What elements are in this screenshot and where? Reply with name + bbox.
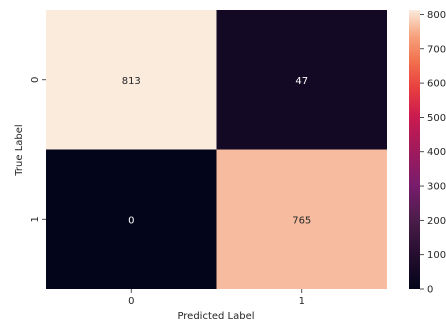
- y-axis-label: True Label: [14, 124, 25, 176]
- colorbar-tick-label-2: 200: [427, 216, 446, 227]
- y-tick-label-0: 0: [30, 77, 41, 83]
- heatmap-cells: [46, 10, 387, 289]
- cell-value-r0-c0: 813: [122, 76, 141, 87]
- colorbar-tick-label-7: 700: [427, 44, 446, 55]
- cell-r1-c1: [216, 149, 387, 289]
- cell-value-r1-c1: 765: [292, 215, 311, 226]
- colorbar-gradient: [409, 10, 420, 289]
- y-axis-ticks: 01: [30, 77, 46, 222]
- cell-value-r1-c0: 0: [128, 215, 134, 226]
- colorbar-tick-label-6: 600: [427, 79, 446, 90]
- x-tick-label-1: 1: [299, 296, 305, 307]
- colorbar-tick-label-0: 0: [427, 285, 433, 296]
- colorbar-tick-label-4: 400: [427, 147, 446, 158]
- cell-value-r0-c1: 47: [295, 76, 308, 87]
- y-tick-label-1: 1: [30, 216, 41, 222]
- colorbar-ticks: 0 100 200 300 400 500 600 700 800: [420, 10, 446, 296]
- colorbar-tick-label-3: 300: [427, 182, 446, 193]
- cell-r0-c1: [216, 10, 387, 150]
- cell-annotations: 813 47 0 765: [122, 76, 312, 227]
- cell-r0-c0: [46, 10, 217, 150]
- colorbar-tick-label-5: 500: [427, 113, 446, 124]
- x-tick-label-0: 0: [128, 296, 134, 307]
- x-axis-label: Predicted Label: [177, 311, 254, 322]
- colorbar-tick-label-8: 800: [427, 10, 446, 21]
- colorbar-tick-label-1: 100: [427, 250, 446, 261]
- colorbar: 0 100 200 300 400 500 600 700 800: [409, 10, 446, 296]
- cell-r1-c0: [46, 149, 217, 289]
